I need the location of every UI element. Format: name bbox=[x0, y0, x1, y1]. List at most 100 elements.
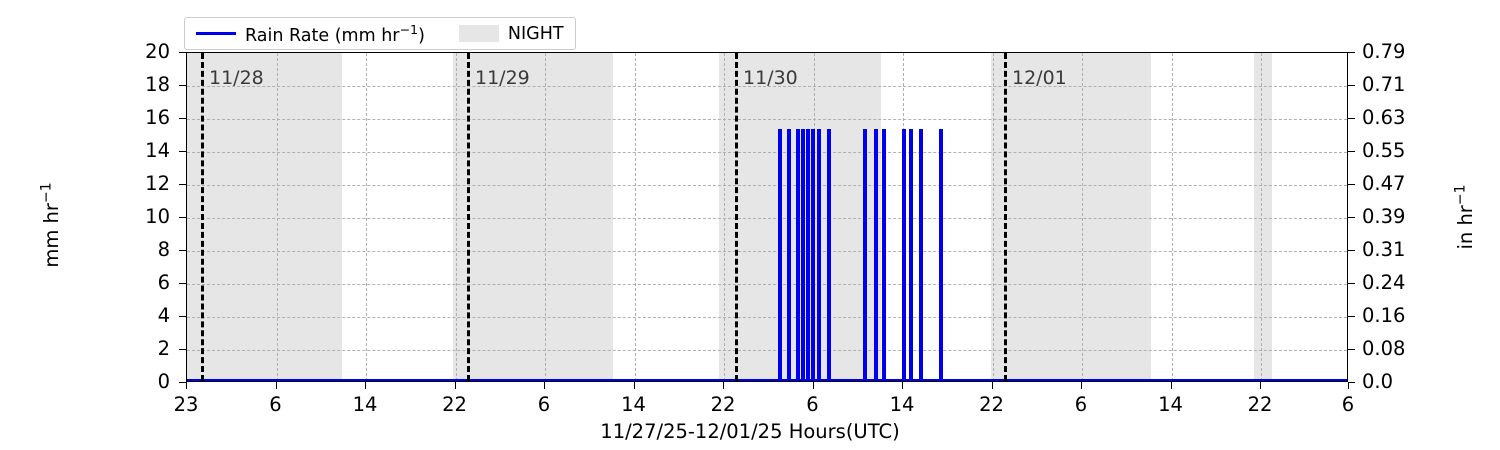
legend-label-rain-rate-tail: ) bbox=[418, 25, 425, 46]
y-tick-label-left-2: 4 bbox=[157, 304, 170, 327]
x-tick-label-13: 6 bbox=[1341, 393, 1355, 416]
y-tick-left-2 bbox=[179, 316, 186, 317]
gridline-vertical-6 bbox=[724, 53, 725, 381]
rain-rate-spike-2 bbox=[796, 128, 800, 381]
night-patch-swatch bbox=[458, 25, 499, 42]
y-tick-label-right-1: 0.08 bbox=[1362, 337, 1406, 360]
y-tick-label-left-1: 2 bbox=[157, 337, 170, 360]
y-axis-right-label-exponent: −1 bbox=[1452, 184, 1469, 206]
rain-rate-spike-3 bbox=[801, 128, 805, 381]
y-tick-label-left-9: 18 bbox=[145, 73, 170, 96]
day-divider-11-29 bbox=[467, 53, 470, 381]
gridline-horizontal-1 bbox=[187, 350, 1347, 351]
x-tick-label-10: 6 bbox=[1074, 393, 1088, 416]
y-tick-label-right-8: 0.63 bbox=[1362, 106, 1406, 129]
rain-rate-spike-7 bbox=[827, 128, 831, 381]
y-axis-left-label-exponent: −1 bbox=[38, 182, 55, 204]
y-axis-right-label-text: in hr bbox=[1453, 205, 1477, 250]
x-tick-3 bbox=[454, 382, 456, 389]
x-tick-9 bbox=[991, 382, 993, 389]
x-tick-label-8: 14 bbox=[889, 393, 915, 416]
x-axis-label: 11/27/25-12/01/25 Hours(UTC) bbox=[600, 420, 900, 443]
day-divider-11-28 bbox=[201, 53, 204, 381]
y-tick-left-0 bbox=[179, 382, 186, 383]
y-axis-left-label-text: mm hr bbox=[39, 203, 63, 268]
x-tick-2 bbox=[365, 382, 366, 389]
gridline-vertical-5 bbox=[634, 53, 636, 381]
gridline-vertical-12 bbox=[1261, 53, 1262, 381]
y-tick-right-6 bbox=[1348, 184, 1355, 185]
y-tick-label-right-4: 0.31 bbox=[1362, 238, 1406, 261]
day-divider-12-01 bbox=[1004, 53, 1007, 381]
x-tick-7 bbox=[812, 382, 814, 389]
day-label-11-29: 11/29 bbox=[475, 67, 530, 89]
rain-rate-spike-14 bbox=[939, 128, 943, 381]
y-tick-left-6 bbox=[179, 184, 186, 185]
y-tick-label-left-3: 6 bbox=[157, 271, 170, 294]
gridline-horizontal-5 bbox=[187, 218, 1347, 219]
legend-label-night: NIGHT bbox=[507, 23, 564, 44]
y-tick-right-10 bbox=[1348, 52, 1355, 53]
y-axis-right-label: in hr−1 bbox=[1452, 184, 1477, 249]
x-tick-label-6: 22 bbox=[710, 393, 736, 416]
legend-label-rain-rate: Rain Rate (mm hr−1) bbox=[245, 22, 425, 46]
gridline-vertical-11 bbox=[1171, 53, 1173, 381]
y-tick-label-left-8: 16 bbox=[145, 106, 170, 129]
y-tick-left-1 bbox=[179, 349, 186, 350]
y-tick-left-9 bbox=[179, 85, 186, 86]
rain-rate-spike-12 bbox=[909, 128, 913, 381]
y-tick-label-right-2: 0.16 bbox=[1362, 304, 1406, 327]
legend-entry-rain-rate[interactable]: Rain Rate (mm hr−1) bbox=[196, 22, 425, 46]
rain-rate-line-swatch bbox=[196, 31, 236, 35]
night-band-0 bbox=[187, 53, 342, 381]
rain-rate-spike-6 bbox=[817, 128, 821, 381]
y-tick-right-7 bbox=[1348, 151, 1355, 152]
y-tick-label-right-10: 0.79 bbox=[1362, 40, 1406, 63]
x-tick-label-11: 14 bbox=[1158, 393, 1183, 416]
legend-entry-night[interactable]: NIGHT bbox=[458, 23, 564, 44]
y-tick-label-left-5: 10 bbox=[145, 205, 170, 228]
x-tick-10 bbox=[1081, 382, 1082, 389]
rain-rate-spike-13 bbox=[919, 128, 923, 381]
y-tick-label-left-6: 12 bbox=[145, 172, 170, 195]
rain-rate-baseline bbox=[187, 378, 1347, 381]
x-tick-13 bbox=[1348, 382, 1349, 389]
day-label-11-28: 11/28 bbox=[209, 67, 264, 89]
x-tick-label-2: 14 bbox=[352, 393, 378, 416]
y-tick-right-4 bbox=[1348, 250, 1355, 251]
gridline-vertical-9 bbox=[992, 53, 994, 381]
rain-rate-spike-1 bbox=[787, 128, 791, 381]
gridline-vertical-1 bbox=[276, 53, 278, 381]
x-tick-1 bbox=[275, 382, 277, 389]
y-tick-label-left-0: 0 bbox=[157, 370, 170, 393]
legend-label-rain-rate-head: Rain Rate (mm hr bbox=[245, 25, 400, 46]
x-tick-11 bbox=[1170, 382, 1172, 389]
y-tick-label-right-0: 0.0 bbox=[1362, 370, 1394, 393]
x-tick-label-0: 23 bbox=[173, 393, 199, 416]
x-tick-label-9: 22 bbox=[979, 393, 1004, 416]
x-tick-0 bbox=[186, 382, 187, 389]
y-tick-label-right-7: 0.55 bbox=[1362, 139, 1406, 162]
y-tick-right-0 bbox=[1348, 382, 1355, 383]
rain-rate-spike-5 bbox=[811, 128, 815, 381]
day-divider-11-30 bbox=[735, 53, 738, 381]
y-tick-label-left-4: 8 bbox=[157, 238, 170, 261]
y-tick-right-1 bbox=[1348, 349, 1355, 350]
y-tick-left-4 bbox=[179, 250, 186, 251]
x-tick-4 bbox=[544, 382, 545, 389]
gridline-vertical-10 bbox=[1082, 53, 1083, 381]
night-band-1 bbox=[453, 53, 613, 381]
chart-legend[interactable]: Rain Rate (mm hr−1) NIGHT bbox=[184, 17, 576, 50]
plot-area: 11/28 11/29 11/30 12/01 bbox=[186, 52, 1348, 382]
y-tick-label-right-6: 0.47 bbox=[1362, 172, 1406, 195]
rain-rate-spike-10 bbox=[882, 128, 886, 381]
y-tick-right-3 bbox=[1348, 283, 1355, 284]
x-tick-label-1: 6 bbox=[269, 393, 282, 416]
x-tick-label-3: 22 bbox=[442, 393, 467, 416]
y-tick-right-9 bbox=[1348, 85, 1355, 86]
y-axis-left-label: mm hr−1 bbox=[38, 182, 63, 267]
y-tick-left-5 bbox=[179, 217, 186, 218]
gridline-horizontal-4 bbox=[187, 251, 1347, 252]
rain-rate-spike-9 bbox=[874, 128, 878, 381]
